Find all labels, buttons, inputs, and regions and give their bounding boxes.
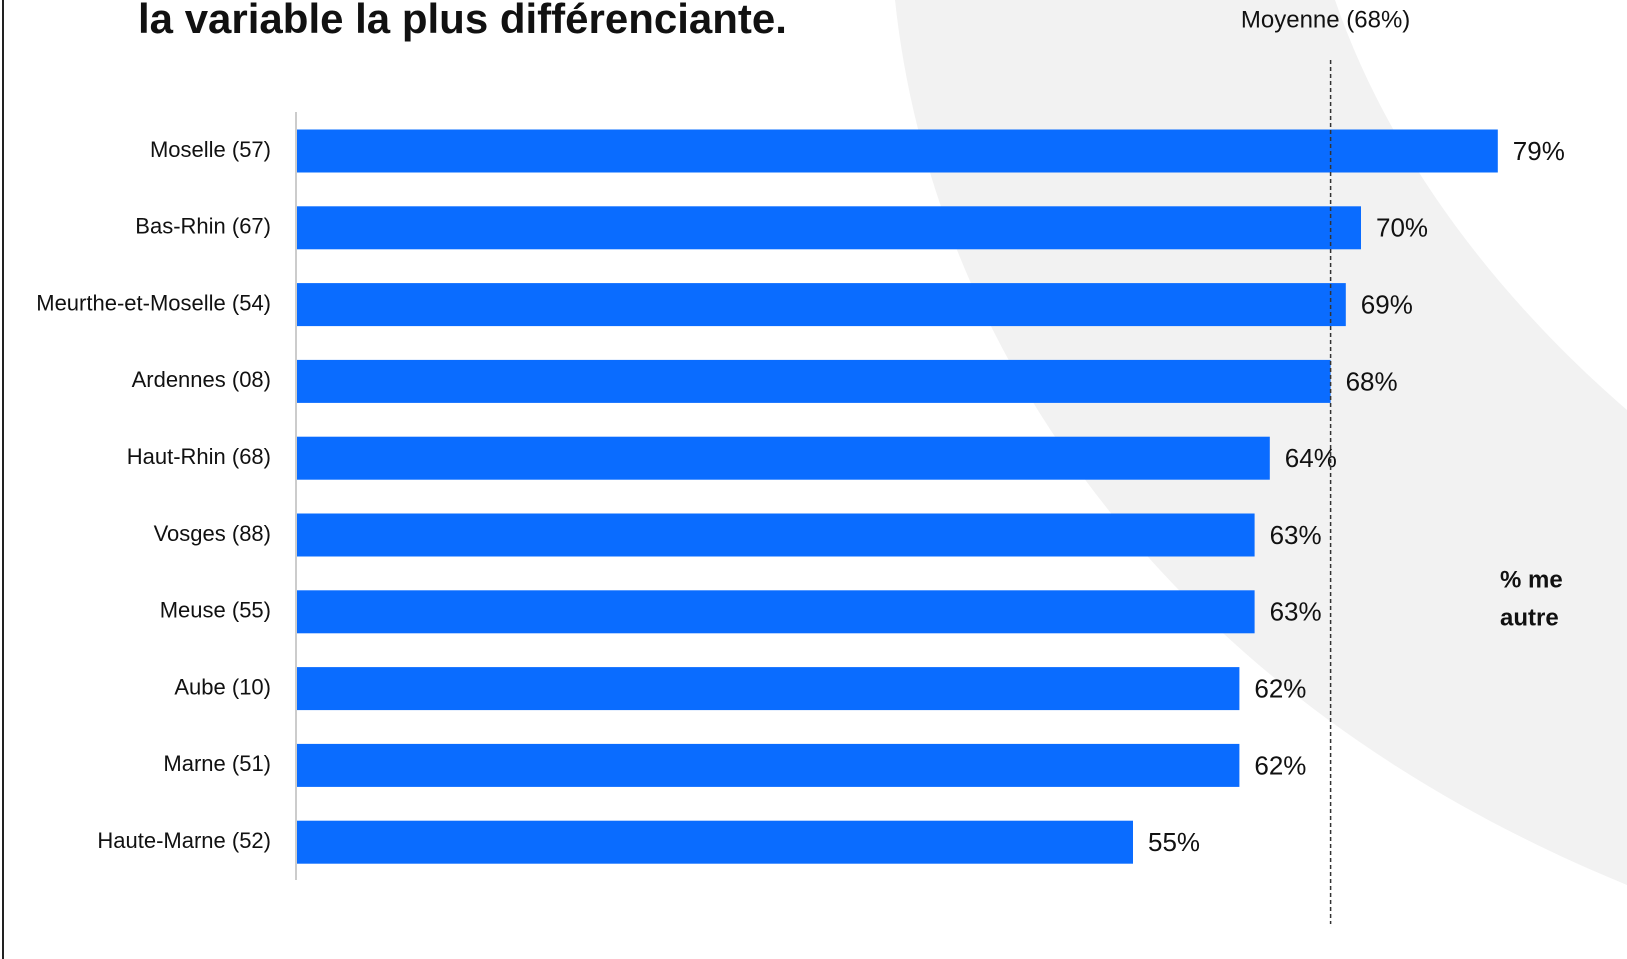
category-label: Bas-Rhin (67) [135,214,271,239]
value-label: 70% [1376,213,1428,243]
bar [297,206,1361,250]
value-label: 55% [1148,827,1200,857]
value-label: 62% [1254,673,1306,703]
value-label: 63% [1270,597,1322,627]
bar [297,590,1255,634]
reference-label: Moyenne (68%) [1241,6,1410,33]
category-label: Haute-Marne (52) [97,828,271,853]
bar [297,743,1240,787]
value-label: 68% [1346,366,1398,396]
value-label: 62% [1254,750,1306,780]
bar [297,513,1255,557]
chart-title: la variable la plus différenciante. [138,0,787,42]
bar [297,436,1270,480]
annotation: autre [1500,604,1559,631]
category-label: Haut-Rhin (68) [127,444,271,469]
bar [297,667,1240,711]
category-label: Aube (10) [174,674,271,699]
bar [297,359,1331,403]
category-label: Marne (51) [163,751,271,776]
value-label: 63% [1270,520,1322,550]
category-label: Ardennes (08) [132,367,271,392]
bar [297,129,1498,173]
annotation: % me [1500,566,1563,593]
category-label: Vosges (88) [154,521,271,546]
category-label: Meuse (55) [160,598,271,623]
value-label: 79% [1513,136,1565,166]
value-label: 69% [1361,289,1413,319]
category-label: Moselle (57) [150,137,271,162]
category-label: Meurthe-et-Moselle (54) [36,290,271,315]
bar [297,283,1346,327]
bar [297,820,1133,864]
value-label: 64% [1285,443,1337,473]
